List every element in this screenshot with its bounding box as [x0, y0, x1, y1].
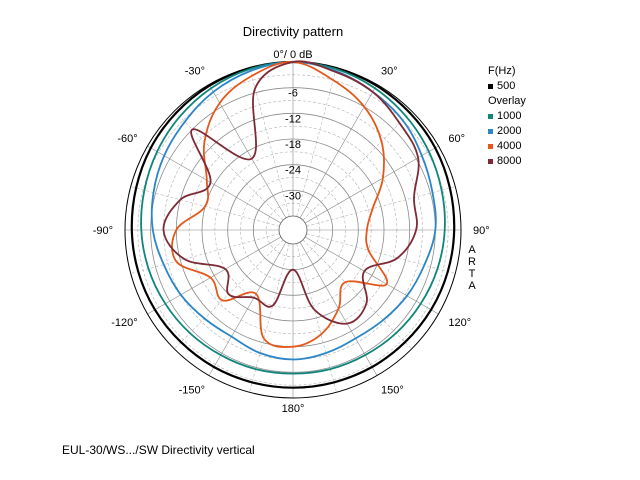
series-500-line: [130, 60, 456, 389]
watermark-letter: T: [468, 268, 476, 280]
radial-tick-label: -24: [285, 165, 301, 177]
legend-label: 4000: [497, 140, 522, 152]
angle-label: 120°: [448, 317, 471, 329]
watermark-letter: R: [468, 256, 476, 268]
grid-spoke: [296, 67, 337, 217]
angle-label: -120°: [111, 317, 137, 329]
legend-swatch: [488, 159, 493, 164]
chart-caption: EUL-30/WS.../SW Directivity vertical: [62, 443, 255, 457]
grid-spoke: [306, 186, 456, 227]
legend-overlay-header: Overlay: [488, 95, 526, 107]
angle-label: -150°: [179, 384, 205, 396]
grid-spoke: [147, 145, 282, 224]
radial-tick-label: -12: [285, 113, 301, 125]
angle-label: 0°/ 0 dB: [273, 49, 312, 61]
angle-label: -90°: [93, 225, 113, 237]
grid-spoke: [304, 145, 439, 224]
grid-spoke: [173, 110, 284, 221]
grid-spoke: [304, 236, 439, 315]
series-4000-line: [171, 61, 389, 348]
angle-label: 60°: [448, 133, 465, 145]
angle-label: 90°: [473, 225, 490, 237]
grid-spoke: [302, 110, 413, 221]
legend-item-500: 500: [488, 79, 526, 94]
angle-label: -60°: [117, 133, 137, 145]
legend-swatch: [488, 114, 493, 119]
legend-label: 500: [497, 80, 516, 92]
grid-spoke: [208, 84, 287, 219]
grid-spoke: [249, 243, 290, 393]
grid-spoke: [147, 236, 282, 315]
legend-item-1000: 1000: [488, 109, 526, 124]
legend-item-4000: 4000: [488, 139, 526, 154]
series-1000-line: [140, 61, 446, 375]
legend-swatch: [488, 144, 493, 149]
legend-label: 1000: [497, 110, 522, 122]
series-8000-line: [162, 60, 420, 325]
chart-title: Directivity pattern: [242, 24, 344, 39]
grid-spoke: [130, 233, 280, 274]
legend: F(Hz) 500 Overlay 1000 2000 4000 8000: [488, 64, 526, 169]
legend-freq-header: F(Hz): [488, 65, 516, 77]
legend-item-2000: 2000: [488, 124, 526, 139]
legend-label: 8000: [497, 155, 522, 167]
angle-label: 180°: [282, 403, 305, 415]
watermark-letter: A: [468, 244, 476, 256]
angle-label: -30°: [185, 66, 205, 78]
grid-spoke: [299, 84, 378, 219]
grid-spoke: [249, 67, 290, 217]
series-2000-line: [150, 61, 437, 361]
radial-tick-label: -30: [285, 190, 301, 202]
legend-swatch: [488, 129, 493, 134]
series-layer: [130, 60, 456, 389]
legend-item-8000: 8000: [488, 154, 526, 169]
grid-spoke: [302, 239, 413, 350]
radial-tick-label: -18: [285, 139, 301, 151]
axis-labels: -6 -12 -18 -24 -30 0°/ 0 dB 30° 60° 90° 120° 150° 1…: [93, 49, 490, 415]
angle-label: 150°: [381, 384, 404, 396]
legend-swatch: [488, 84, 493, 89]
angle-label: 30°: [381, 66, 398, 78]
grid-spoke: [296, 243, 337, 393]
grid-spoke: [208, 241, 287, 376]
radial-tick-label: -6: [288, 88, 298, 100]
grid-spoke: [306, 233, 456, 274]
legend-label: 2000: [497, 125, 522, 137]
watermark-letter: A: [468, 280, 476, 292]
grid-center-circle: [278, 215, 308, 245]
